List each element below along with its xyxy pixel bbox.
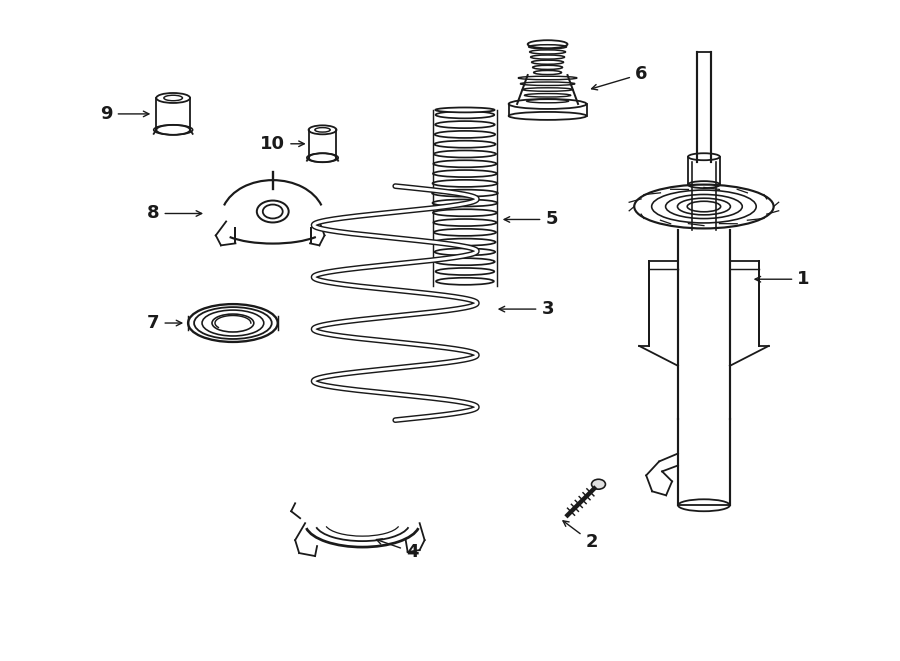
Ellipse shape [678,499,730,511]
Text: 5: 5 [504,210,558,229]
Text: 10: 10 [260,135,304,153]
Text: 7: 7 [147,314,182,332]
Text: 6: 6 [591,65,647,90]
Ellipse shape [591,479,606,489]
Text: 3: 3 [500,300,554,318]
Text: 8: 8 [147,204,202,223]
Text: 1: 1 [755,270,810,288]
Text: 2: 2 [563,521,598,551]
Text: 9: 9 [100,105,148,123]
Text: 4: 4 [376,539,418,561]
Ellipse shape [436,108,494,112]
